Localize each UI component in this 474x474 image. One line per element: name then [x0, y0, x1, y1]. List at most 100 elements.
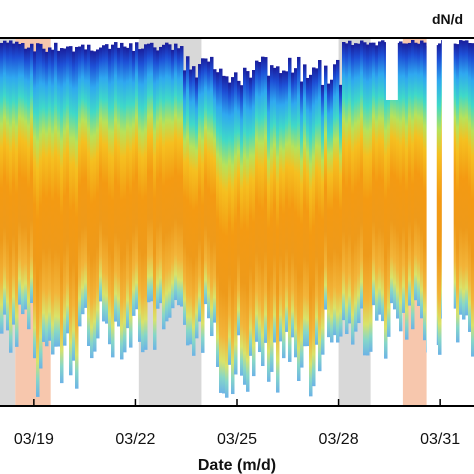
heatmap-strip: [456, 44, 460, 343]
heatmap-strip: [468, 42, 472, 332]
heatmap-strip: [186, 56, 190, 346]
x-tick-label: 03/19: [14, 431, 54, 448]
heatmap-strip: [282, 70, 286, 359]
heatmap-strip: [105, 44, 109, 324]
heatmap-strip: [117, 47, 121, 327]
heatmap-strip: [156, 50, 160, 309]
heatmap-strip: [177, 48, 181, 306]
heatmap-strip: [87, 44, 91, 346]
heatmap-strip: [153, 47, 157, 350]
heatmap-strip: [120, 42, 124, 360]
heatmap-strip: [399, 41, 403, 332]
heatmap-strip: [234, 72, 238, 375]
heatmap-strip: [54, 42, 58, 347]
heatmap-strip: [336, 59, 340, 343]
heatmap-strip: [324, 65, 328, 310]
heatmap-strip: [66, 46, 70, 334]
data-gaps: [385, 38, 454, 406]
heatmap-strip: [96, 49, 100, 339]
heatmap-strip: [300, 81, 304, 368]
heatmap-strip: [162, 44, 166, 330]
heatmap-strip: [333, 64, 337, 336]
heatmap-strip: [75, 46, 79, 389]
heatmap-strip: [309, 74, 313, 397]
heatmap-strip: [393, 42, 397, 310]
heatmap-strip: [360, 40, 364, 309]
heatmap-strip: [288, 57, 292, 362]
heatmap-strip: [438, 43, 442, 355]
heatmap-strip: [204, 58, 208, 305]
heatmap-strip: [462, 40, 466, 320]
heatmap-strip: [303, 64, 307, 347]
heatmap-strip: [195, 77, 199, 339]
heatmap-strip: [357, 43, 361, 324]
heatmap-strip: [111, 44, 115, 358]
heatmap-strip: [150, 42, 154, 302]
heatmap-strip: [165, 42, 169, 322]
heatmap-strip: [402, 43, 406, 313]
heatmap-strip: [231, 77, 235, 395]
heatmap-strip: [270, 65, 274, 372]
heatmap-strip: [240, 85, 244, 376]
heatmap-strip: [297, 56, 301, 381]
heatmap-strip: [471, 43, 474, 357]
heatmap-strip: [306, 77, 310, 347]
heatmap-strip: [405, 43, 409, 340]
heatmap-strip: [78, 46, 82, 327]
heatmap-strip: [36, 43, 40, 397]
heatmap-strip: [123, 46, 127, 353]
heatmap-strip: [198, 64, 202, 322]
heatmap-strip: [141, 48, 145, 353]
heatmap-strip: [225, 76, 229, 398]
heatmap-strip: [411, 40, 415, 330]
heatmap-strip: [321, 84, 325, 355]
heatmap-strip: [171, 49, 175, 309]
heatmap-strip: [369, 42, 373, 352]
heatmap-strip: [246, 71, 250, 392]
heatmap-strip: [12, 43, 16, 325]
heatmap-strip: [408, 42, 412, 306]
data-gap-1: [426, 38, 437, 406]
heatmap-strip: [381, 40, 385, 322]
heatmap-strip: [18, 43, 22, 305]
heatmap-strip: [273, 67, 277, 343]
x-tick-label: 03/22: [115, 431, 155, 448]
heatmap-strip: [135, 42, 139, 310]
heatmap-strip: [108, 48, 112, 345]
heatmap-strip: [192, 66, 196, 356]
heatmap-strip: [459, 40, 463, 315]
heatmap-strip: [243, 67, 247, 385]
heatmap-strip: [363, 42, 367, 356]
heatmap-strip: [276, 66, 280, 393]
heatmap-strip: [315, 68, 319, 345]
heatmap-strip: [138, 49, 142, 342]
heatmap-strip: [267, 75, 271, 382]
heatmap-strip: [57, 50, 61, 347]
heatmap-strip: [390, 43, 394, 304]
data-gap-2: [441, 38, 454, 406]
heatmap-strip: [252, 70, 256, 377]
heatmap-strip: [213, 69, 217, 323]
heatmap-strip: [207, 61, 211, 319]
heatmap-strip: [102, 45, 106, 322]
heatmap-strip: [168, 44, 172, 318]
heatmap-strip: [222, 75, 226, 394]
heatmap-strip: [294, 68, 298, 358]
heatmap-strip: [114, 42, 118, 322]
heatmap-strip: [51, 49, 55, 355]
heatmap-strip: [81, 44, 85, 315]
heatmap-strip: [144, 44, 148, 350]
heatmap-strip: [39, 43, 43, 369]
heatmap-strip: [45, 51, 49, 347]
heatmap-strip: [372, 42, 376, 306]
heatmap-strip: [318, 60, 322, 372]
x-tick-label: 03/25: [217, 431, 257, 448]
heatmap-strip: [420, 40, 424, 319]
heatmap-strip: [330, 79, 334, 343]
heatmap-strip: [351, 44, 355, 345]
heatmap-strip: [210, 56, 214, 337]
heatmap-strip: [258, 62, 262, 353]
heatmap-strip: [132, 50, 136, 316]
heatmap-strip: [6, 42, 10, 331]
heatmap-strip: [264, 57, 268, 343]
